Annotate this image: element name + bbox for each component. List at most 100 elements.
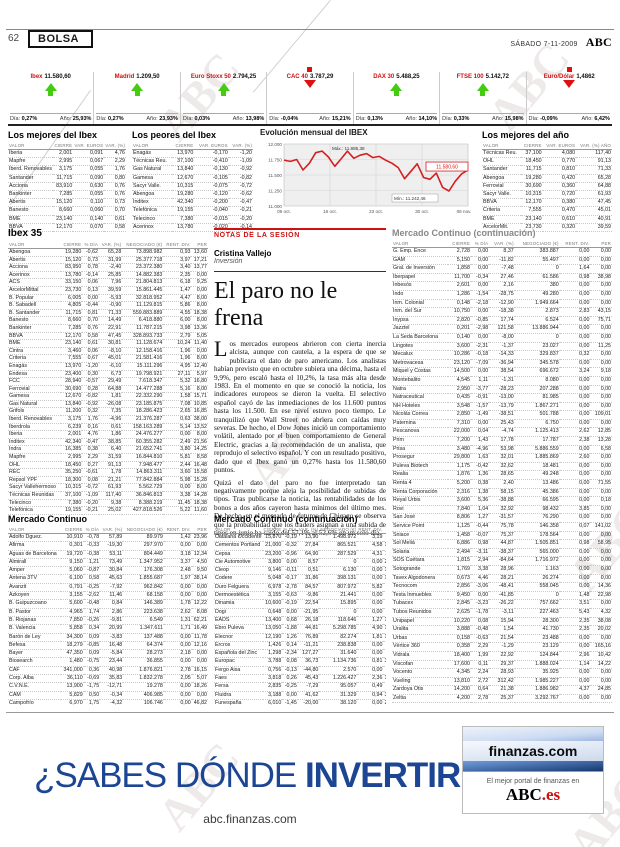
table-row: Renta 4 5,200 0,38 2,40 13.486 0,00 71,55 [392,479,612,489]
table-row: Acerinox 13,780 -0,14 25,85 14.882.383 2,35 0,… [8,271,208,280]
table-row: Ferrovial 30,690 0,360 64,88 [482,182,612,192]
cell: Barón de Ley [8,633,62,642]
cell: 1,04 [471,505,490,515]
cell: 0,00 [471,367,490,377]
cell: 0,00 [559,402,591,412]
cell: -0,62 [82,248,99,257]
column-header: NEGOCIADO (€) [123,526,164,534]
cell: Reyal Urbis [392,496,448,506]
cell: Telefónica [8,506,61,515]
cell: 22.332.290 [122,392,164,401]
es-logo-text: .es [541,785,561,804]
cell: 0,770 [542,157,577,167]
cell: 17,90 [383,566,386,576]
cell: 0,00 [559,445,591,455]
finanzas-logo-box: finanzas.com El mejor portal de finanzas… [462,726,604,814]
cell: 0,98 [559,539,591,549]
ibex35-block: Ibex 35 VALOR CIERRE% DÍA VAR. (%) NEGOCIAD… [8,228,208,515]
table-row: ACS 33,150 0,06 7,96 21.804.813 6,18 9,25 [8,278,208,287]
cell: 15,28 [191,476,208,485]
cell: 3,460 [60,347,83,356]
index-card: Euro Stoxx 50 2.794,25 Día: 0,03% Año: 13,9… [179,72,266,124]
cell: -0,410 [194,157,229,167]
date-text: SÁBADO 7-11-2009 [510,41,578,48]
cell: 1.226.427 [319,674,358,684]
cell: 13,52 [191,423,208,432]
column-header: VAR. (%) [104,142,126,150]
cell: 0,060 [73,206,105,216]
cell: 23.027 [514,342,560,352]
cell: 12,85 [590,427,612,438]
cell: 2,29 [471,642,490,652]
cell: 32,01 [489,453,515,463]
cell: -1,78 [471,608,490,618]
cell: Elecnor [214,633,263,642]
cell: 0,16 [82,423,99,432]
cell: 17,78 [489,436,515,446]
cell: 18,38 [191,499,208,508]
cell: 10,42 [590,651,612,661]
cell: 10,24 [163,339,192,348]
cell: 2,001 [60,430,83,439]
cell: -28,23 [489,385,515,395]
cell: 0,00 [559,462,591,472]
cell: Tecnocom [392,582,448,592]
cell: 962.842 [123,583,164,593]
cell: 5,22 [163,506,192,515]
cell: -0,48 [471,625,490,635]
cell: 0,00 [559,668,591,678]
cell: 2,625 [447,608,471,618]
cell: 2,29 [82,453,99,462]
cell: 2,36 [357,674,384,684]
cell: 25.377.718 [122,256,164,265]
cell: -0,32 [282,541,298,551]
cell: 0 [514,591,560,601]
cell: 7,35 [98,407,123,417]
cell: 1,75 [83,699,101,706]
cell: 20,02 [590,625,612,635]
cell: 0,00 [559,290,591,300]
cell: 21.652.741 [122,445,164,455]
table-row: Inditex 42,340 -0,200 -0,47 [132,198,253,208]
best-year-table: VALOR CIERRE VAR. EUROS VAR. (%) AÑO Técnica… [482,142,612,233]
cell: 0,00 [357,574,384,584]
cell: 0,34 [83,624,101,634]
cell: 53,11 [100,550,124,559]
column-header: VAR. (%) [297,526,320,534]
cell: 5,829 [61,691,84,700]
cell: 38,85 [98,438,123,447]
cell: Service Point [392,522,448,532]
article-rule [214,271,386,272]
cell: 16,49 [191,624,208,634]
cell: 0,00 [559,556,591,566]
cell: Abertis [8,256,61,265]
cell: 18,26 [191,682,208,692]
table-row: Iberdrola 6,239 0,16 0,61 158.163.289 5,14 13,… [8,423,208,432]
cell: 11.128.674 [122,339,164,348]
cell: 0,36 [83,666,101,676]
cell: 0,00 [590,599,612,609]
up-arrow-icon [390,83,403,91]
table-row: Acerinox 13,780 -0,020 -0,14 [132,223,253,233]
table-row: Testa Inmuebles 9,450 0,00 -41,85 0 1,48 22,98 [392,591,612,601]
cell: Grifols [8,407,61,417]
index-stats: Día: 0,33% Año: 15,98% [442,113,524,122]
block-title: Los mejores del año [482,130,570,140]
cell: 124.844 [514,651,560,661]
table-row: Antena 3TV 6,100 0,58 45,63 1.855.687 1,97 38,… [8,574,208,584]
cell: Banesto [8,316,61,325]
table-row: Inm. del Sur 10,750 0,00 -18,38 2.873 2,83 43,… [392,307,612,317]
table-row: Barón de Ley 34,300 0,09 -3,83 137.488 0,00 11… [8,633,208,642]
index-title: Euro Stoxx 50 2.794,25 [184,74,263,80]
cell: 0,00 [559,479,591,489]
cell: -0,82 [228,174,253,183]
index-stats: Día: 0,03% Año: 13,98% [182,113,265,122]
cell: Lingotes [392,342,448,352]
cell: 2,16 [489,281,515,291]
dateline: SÁBADO 7-11-2009 ABC [510,35,612,50]
table-row: NH Hoteles 3,548 -1,57 -13,79 1.867.271 0,00 0… [392,402,612,412]
ibex35-table: VALOR CIERRE% DÍA VAR. (%) NEGOCIADO (€) REN… [8,241,208,515]
cell: 37,100 [521,149,543,159]
cell: -0,11 [282,566,298,576]
